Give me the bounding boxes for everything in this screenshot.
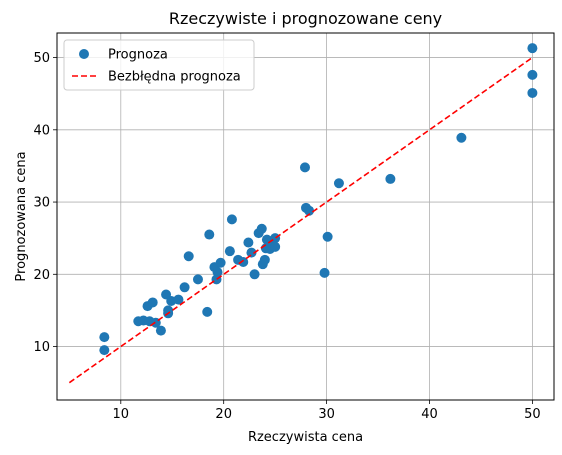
y-tick-label: 10 <box>33 340 50 355</box>
x-tick-label: 40 <box>421 407 438 422</box>
legend-label: Prognoza <box>108 48 168 63</box>
scatter-point <box>322 231 333 242</box>
scatter-point <box>202 306 213 317</box>
scatter-point <box>256 223 267 234</box>
scatter-point <box>192 274 203 285</box>
plot-series <box>68 43 538 384</box>
scatter-point <box>155 325 166 336</box>
scatter-point <box>527 69 538 80</box>
legend-box <box>63 39 255 91</box>
scatter-point <box>226 214 237 225</box>
scatter-point <box>224 246 235 257</box>
scatter-point <box>99 332 110 343</box>
scatter-point <box>147 297 158 308</box>
y-tick-label: 20 <box>33 268 50 283</box>
chart-title: Rzeczywiste i prognozowane ceny <box>169 9 442 28</box>
y-axis-label: Prognozowana cena <box>14 151 29 281</box>
scatter-point <box>333 178 344 189</box>
scatter-point <box>249 269 260 280</box>
scatter-point <box>204 229 215 240</box>
scatter-point <box>456 132 467 143</box>
scatter-point <box>99 345 110 356</box>
legend: Prognoza Bezbłędna prognoza <box>63 39 255 91</box>
scatter-point <box>238 257 249 268</box>
scatter-point <box>270 233 281 244</box>
scatter-point <box>215 257 226 268</box>
scatter-point <box>299 162 310 173</box>
axis-ticks: 10 20 30 40 50 10 20 30 40 50 <box>33 51 540 422</box>
scatter-point <box>385 173 396 184</box>
x-tick-label: 10 <box>113 407 130 422</box>
grid <box>57 33 554 400</box>
legend-marker-scatter <box>79 49 89 59</box>
scatter-point <box>259 254 270 265</box>
y-tick-label: 50 <box>33 51 50 66</box>
scatter-point <box>183 251 194 262</box>
x-axis-label: Rzeczywista cena <box>248 430 363 445</box>
scatter-point <box>243 237 254 248</box>
x-tick-label: 50 <box>524 407 541 422</box>
scatter-point <box>527 43 538 54</box>
scatter-point <box>179 282 190 293</box>
y-tick-label: 30 <box>33 196 50 211</box>
scatter-point <box>246 247 257 258</box>
x-tick-label: 30 <box>318 407 335 422</box>
x-tick-label: 20 <box>215 407 232 422</box>
y-tick-label: 40 <box>33 123 50 138</box>
scatter-point <box>304 205 315 216</box>
scatter-point <box>212 267 223 278</box>
scatter-point <box>270 241 281 252</box>
perfect-prediction-line <box>68 56 533 384</box>
legend-label: Bezbłędna prognoza <box>108 70 241 85</box>
scatter-point <box>173 294 184 305</box>
scatter-point <box>527 87 538 98</box>
scatter-point <box>319 267 330 278</box>
plot-frame <box>56 32 555 401</box>
